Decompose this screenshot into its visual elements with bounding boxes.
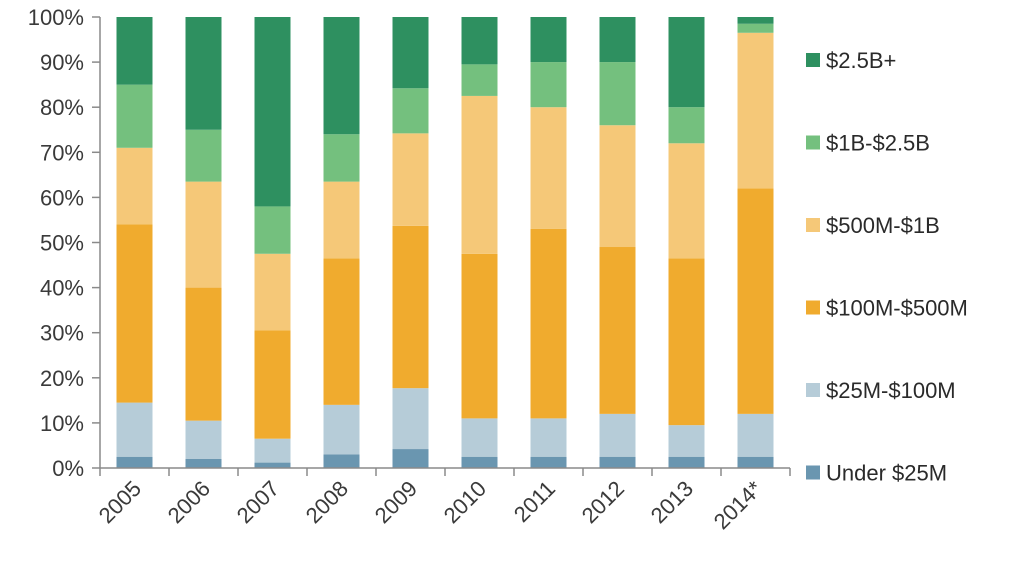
bar-segment-2010--2-5b- <box>461 17 498 65</box>
bar-segment-2005--25m-100m <box>116 402 153 457</box>
legend: $2.5B+ $1B-$2.5B $500M-$1B $100M-$500M $25M-… <box>806 48 968 486</box>
x-tick-label: 2007 <box>232 476 284 528</box>
bar-segment-2011--500m-1b <box>530 107 567 229</box>
bar-segment-2013--500m-1b <box>668 143 705 259</box>
legend-swatch--25m-100m <box>806 383 820 397</box>
bar-segment-2010-under-25m <box>461 456 498 468</box>
x-tick-label: 2014* <box>709 476 768 535</box>
bar-segment-2013--100m-500m <box>668 258 705 426</box>
x-tick-label: 2013 <box>646 476 698 528</box>
bar-segment-2006--1b-2-5b <box>185 129 222 182</box>
bar-segment-2014--25m-100m <box>737 413 774 457</box>
legend-label--1b-2-5b: $1B-$2.5B <box>826 131 930 156</box>
bar-segment-2012--2-5b- <box>599 17 636 63</box>
bar-segment-2005--2-5b- <box>116 17 153 85</box>
bar-segment-2006--2-5b- <box>185 17 222 130</box>
bar-segment-2011--100m-500m <box>530 228 567 419</box>
bar-segment-2006-under-25m <box>185 458 222 468</box>
bar-segment-2013--2-5b- <box>668 17 705 108</box>
y-tick-label: 40% <box>40 276 84 301</box>
y-tick-label: 20% <box>40 366 84 391</box>
bar-segment-2014--500m-1b <box>737 32 774 189</box>
bar-segment-2005--1b-2-5b <box>116 84 153 148</box>
y-tick-label: 0% <box>52 456 84 481</box>
x-tick-label: 2012 <box>577 476 629 528</box>
legend-label--100m-500m: $100M-$500M <box>826 296 968 321</box>
bar-segment-2014--2-5b- <box>737 17 774 24</box>
x-tick-label: 2008 <box>301 476 353 528</box>
bar-segment-2014--1b-2-5b <box>737 23 774 33</box>
legend-label--2-5b-: $2.5B+ <box>826 48 896 73</box>
bar-segment-2010--100m-500m <box>461 253 498 419</box>
bar-segment-2008--100m-500m <box>323 258 360 405</box>
bar-segment-2011--1b-2-5b <box>530 62 567 108</box>
bar-segment-2009--500m-1b <box>392 133 429 226</box>
x-tick-label: 2005 <box>94 476 146 528</box>
legend-label--500m-1b: $500M-$1B <box>826 213 940 238</box>
bar-segment-2011-under-25m <box>530 456 567 468</box>
legend-swatch-under-25m <box>806 465 820 480</box>
bar-segment-2010--500m-1b <box>461 95 498 254</box>
legend-swatch--100m-500m <box>806 300 820 315</box>
x-tick-label: 2009 <box>370 476 422 528</box>
bar-segment-2013--25m-100m <box>668 425 705 457</box>
bar-segment-2009--25m-100m <box>392 388 429 450</box>
x-axis: 2005 2006 2007 2008 2009 2010 2011 2012 2013 2014… <box>94 467 791 535</box>
x-tick-label: 2010 <box>439 476 491 528</box>
y-tick-label: 90% <box>40 50 84 75</box>
bar-segment-2009--100m-500m <box>392 225 429 389</box>
x-tick-label: 2011 <box>509 476 560 527</box>
y-tick-label: 30% <box>40 321 84 346</box>
bar-segment-2006--25m-100m <box>185 420 222 459</box>
bar-segment-2012-under-25m <box>599 456 636 468</box>
bars <box>116 17 774 468</box>
bar-segment-2007--25m-100m <box>254 438 291 463</box>
bar-segment-2012--25m-100m <box>599 413 636 457</box>
bar-segment-2014--100m-500m <box>737 188 774 414</box>
bar-segment-2008--1b-2-5b <box>323 134 360 182</box>
bar-segment-2007-under-25m <box>254 462 291 468</box>
bar-segment-2007--100m-500m <box>254 330 291 439</box>
bar-segment-2012--100m-500m <box>599 247 636 414</box>
bar-segment-2010--1b-2-5b <box>461 64 498 96</box>
bar-segment-2009--1b-2-5b <box>392 88 429 134</box>
y-tick-label: 100% <box>28 5 84 30</box>
x-tick-label: 2006 <box>163 476 215 528</box>
bar-segment-2006--100m-500m <box>185 287 222 421</box>
bar-segment-2008--500m-1b <box>323 181 360 259</box>
bar-segment-2005--100m-500m <box>116 224 153 403</box>
bar-segment-2011--2-5b- <box>530 17 567 63</box>
legend-label--25m-100m: $25M-$100M <box>826 378 956 403</box>
legend-swatch--500m-1b <box>806 218 820 232</box>
bar-segment-2005--500m-1b <box>116 147 153 225</box>
legend-swatch--1b-2-5b <box>806 135 820 150</box>
bar-segment-2014-under-25m <box>737 456 774 468</box>
bar-segment-2008-under-25m <box>323 454 360 468</box>
y-tick-label: 70% <box>40 140 84 165</box>
bar-segment-2007--1b-2-5b <box>254 206 291 254</box>
y-tick-label: 10% <box>40 411 84 436</box>
bar-segment-2013--1b-2-5b <box>668 107 705 144</box>
y-tick-label: 80% <box>40 95 84 120</box>
bar-segment-2012--1b-2-5b <box>599 62 636 126</box>
bar-segment-2006--500m-1b <box>185 181 222 288</box>
bar-segment-2007--500m-1b <box>254 253 291 331</box>
bar-segment-2005-under-25m <box>116 456 153 468</box>
y-axis: 0% 10% 20% 30% 40% 50% 60% 70% 80% 90% 100% <box>28 5 101 481</box>
bar-segment-2009--2-5b- <box>392 17 429 89</box>
bar-segment-2011--25m-100m <box>530 418 567 457</box>
legend-swatch--2-5b- <box>806 53 820 67</box>
bar-segment-2013-under-25m <box>668 456 705 468</box>
legend-label-under-25m: Under $25M <box>826 461 947 486</box>
bar-segment-2008--2-5b- <box>323 17 360 135</box>
bar-segment-2010--25m-100m <box>461 418 498 457</box>
bar-segment-2009-under-25m <box>392 449 429 468</box>
y-tick-label: 50% <box>40 231 84 256</box>
bar-segment-2007--2-5b- <box>254 17 291 207</box>
bar-segment-2012--500m-1b <box>599 125 636 248</box>
y-tick-label: 60% <box>40 185 84 210</box>
bar-segment-2008--25m-100m <box>323 404 360 455</box>
